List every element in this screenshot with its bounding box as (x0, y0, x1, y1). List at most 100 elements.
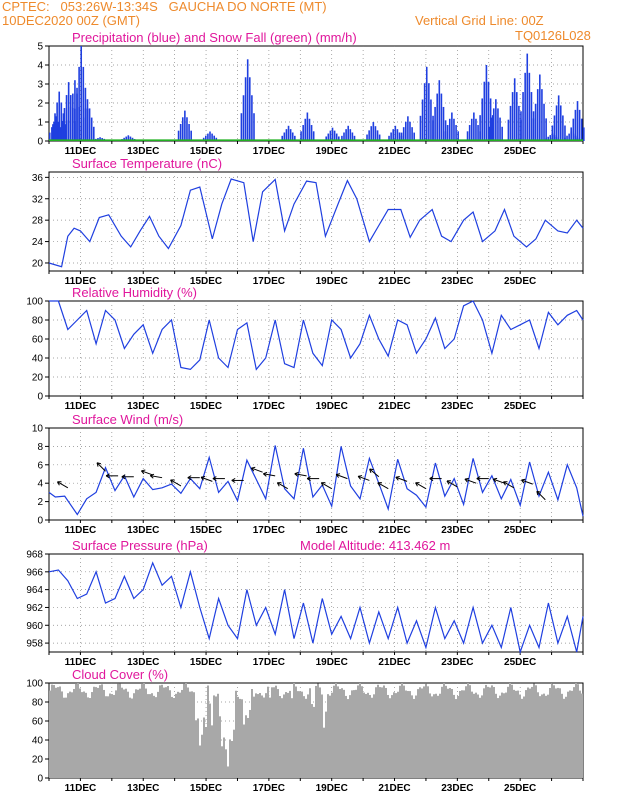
wind-arrow-head (105, 473, 110, 479)
panel-frame (48, 171, 584, 272)
cloud-cover-bar (455, 699, 457, 778)
cloud-cover-bar (75, 683, 77, 778)
cloud-cover-bar (469, 685, 471, 778)
precipitation-bar (583, 127, 585, 141)
precipitation-bar (99, 137, 101, 141)
x-tick-label: 21DEC (378, 146, 410, 157)
cloud-cover-bar (197, 718, 199, 778)
cloud-cover-bar (217, 693, 219, 778)
x-tick-label: 25DEC (504, 401, 536, 412)
precipitation-bar (205, 135, 207, 141)
precipitation-bar (541, 89, 543, 141)
cloud-cover-bar (411, 695, 413, 778)
cloud-cover-bar (443, 683, 445, 778)
precipitation-bar (338, 136, 340, 141)
cloud-cover-bar (303, 696, 305, 778)
precipitation-bar (526, 53, 529, 141)
cloud-cover-bar (265, 693, 267, 778)
header: CPTEC: 053:26W-13:34S GAUCHA DO NORTE (M… (0, 0, 618, 46)
cloud-cover-bar (451, 689, 453, 778)
cloud-cover-bar (231, 740, 233, 778)
cloud-cover-bar (461, 690, 463, 778)
cloud-cover-bar (505, 692, 507, 778)
cloud-cover-bar (393, 692, 395, 778)
panel-subtitle: Model Altitude: 413.462 m (300, 538, 450, 553)
precipitation-bar (522, 92, 524, 141)
cloud-cover-bar (519, 694, 521, 778)
cloud-cover-bar (437, 695, 439, 778)
cloud-cover-bar (309, 688, 311, 778)
precipitation-bar (423, 83, 426, 141)
cloud-cover-bar (573, 687, 575, 778)
cloud-cover-bar (499, 695, 501, 778)
precipitation-bar (495, 99, 497, 141)
wind-arrow-head (200, 475, 206, 481)
wind-arrow-head (57, 481, 62, 486)
wind-arrow-head (140, 469, 146, 475)
cloud-cover-bar (497, 698, 499, 778)
wind-arrow-shaft (141, 470, 153, 476)
cloud-cover-bar (423, 686, 425, 778)
cloud-cover-bar (149, 694, 151, 778)
cloud-cover-bar (471, 691, 473, 778)
cloud-cover-bar (545, 695, 547, 778)
cloud-cover-bar (169, 690, 171, 778)
precipitation-bar (63, 108, 66, 141)
cloud-cover-bar (151, 693, 153, 778)
cloud-cover-bar (181, 689, 183, 778)
precipitation-bar (53, 121, 55, 141)
cloud-cover-bar (399, 685, 401, 778)
precipitation-bar (181, 117, 184, 141)
cloud-cover-bar (531, 686, 533, 778)
panel-title: Cloud Cover (%) (72, 667, 168, 682)
precipitation-bar (402, 127, 405, 141)
precipitation-bar (62, 113, 65, 141)
cloud-cover-bar (165, 687, 167, 778)
cloud-cover-bar (113, 694, 115, 778)
precipitation-bar (72, 93, 74, 141)
x-tick-label: 15DEC (190, 783, 222, 794)
cloud-cover-bar (305, 698, 307, 778)
cloud-cover-bar (321, 694, 323, 778)
cloud-cover-bar (329, 695, 331, 778)
x-tick-label: 21DEC (378, 525, 410, 536)
cloud-cover-bar (477, 694, 479, 778)
wind-arrow-shaft (464, 478, 477, 484)
cloud-cover-bar (319, 687, 321, 778)
precipitation-bar (453, 118, 455, 141)
cloud-cover-bar (509, 683, 511, 778)
cloud-cover-bar (577, 684, 579, 778)
cloud-cover-bar (247, 717, 249, 778)
cloud-cover-bar (225, 749, 227, 778)
wind-arrow-head (149, 473, 155, 479)
x-tick-label: 25DEC (504, 525, 536, 536)
x-tick-label: 11DEC (65, 276, 97, 287)
precipitation-bar (487, 81, 490, 141)
wind-arrow-head (187, 475, 192, 481)
precipitation-bar (534, 103, 537, 141)
cloud-cover-bar (87, 697, 89, 778)
precipitation-bar (536, 89, 539, 141)
cloud-cover-bar (203, 717, 205, 778)
cloud-cover-bar (109, 693, 111, 778)
x-tick-label: 17DEC (253, 401, 285, 412)
precipitation-bar (499, 117, 501, 141)
wind-arrow-head (121, 474, 126, 480)
series-line (48, 178, 584, 268)
x-tick-label: 23DEC (441, 657, 473, 668)
cloud-cover-bar (71, 692, 73, 778)
precipitation-bar (413, 132, 415, 141)
cloud-cover-bar (207, 685, 209, 778)
cloud-cover-bar (275, 685, 277, 778)
precipitation-bar (473, 112, 475, 141)
precipitation-bar (434, 106, 436, 141)
precipitation-bar (69, 106, 72, 141)
precipitation-bar (88, 108, 91, 141)
precipitation-bar (483, 81, 486, 141)
cloud-cover-bar (233, 729, 235, 778)
precipitation-bar (211, 133, 213, 141)
cloud-cover-bar (237, 696, 239, 778)
precipitation-bar (513, 78, 516, 141)
cloud-cover-bar (177, 691, 179, 778)
cloud-cover-bar (511, 684, 513, 778)
